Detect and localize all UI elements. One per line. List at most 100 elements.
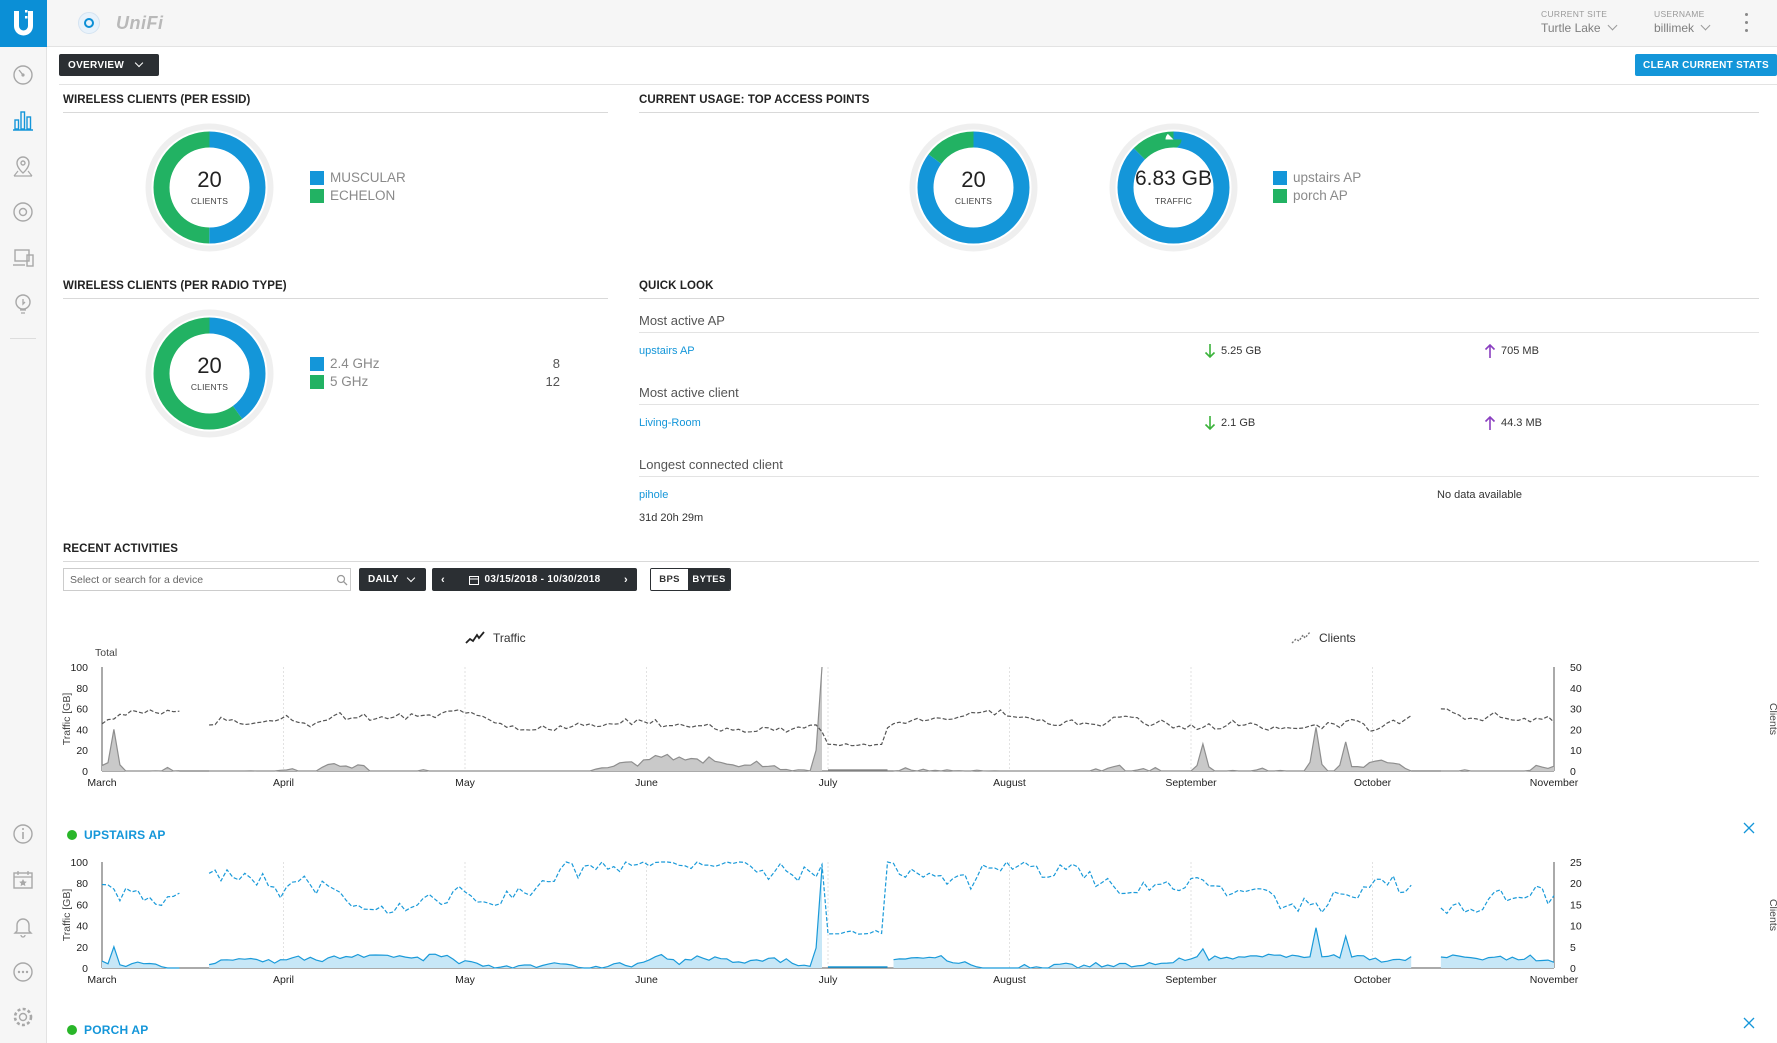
traffic-series-line[interactable] [208, 867, 823, 969]
y2-tick-label: 25 [1570, 857, 1582, 869]
essid-donut-caption: CLIENTS [190, 196, 229, 206]
y2-tick-label: 50 [1570, 662, 1582, 674]
ap-traffic-donut-slice-1[interactable] [1117, 131, 1230, 244]
upstairs-ap-title[interactable]: UPSTAIRS AP [67, 828, 166, 842]
download-value: 2.1 GB [1221, 417, 1256, 429]
overview-dropdown[interactable]: OVERVIEW [59, 54, 159, 76]
current-site-selector[interactable]: Turtle Lake [1541, 20, 1618, 35]
ap-clients-donut-slice-1[interactable] [917, 131, 1030, 244]
y2-tick-label: 0 [1570, 963, 1576, 975]
most-active-client-link[interactable]: Living-Room [639, 417, 701, 429]
chevron-down-icon [1700, 20, 1711, 31]
close-upstairs-icon[interactable] [1743, 822, 1755, 834]
legend-label: upstairs AP [1293, 170, 1362, 185]
top-bar [47, 0, 1777, 47]
unit-bytes-button[interactable]: BYTES [688, 569, 730, 590]
clear-current-stats-button[interactable]: CLEAR CURRENT STATS [1635, 54, 1777, 76]
settings-icon[interactable] [9, 1003, 37, 1031]
most-active-ap-link[interactable]: upstairs AP [639, 345, 695, 357]
chat-icon[interactable] [9, 958, 37, 986]
unit-bps-button[interactable]: BPS [651, 569, 688, 590]
legend-swatch [310, 170, 324, 185]
traffic-series-line[interactable] [893, 927, 1412, 969]
current-site-caption: CURRENT SITE [1541, 9, 1608, 19]
date-next-icon[interactable]: › [624, 573, 628, 586]
traffic-area [102, 729, 180, 771]
search-icon[interactable] [336, 574, 348, 586]
download-arrow-icon [1204, 416, 1216, 431]
essid-donut-slice-1[interactable] [153, 131, 266, 244]
info-icon[interactable] [9, 820, 37, 848]
radio-donut: 20 CLIENTS [139, 303, 280, 444]
events-icon[interactable] [9, 866, 37, 894]
device-search-input[interactable] [63, 568, 351, 591]
clients-legend[interactable]: Clients [1291, 631, 1356, 645]
clients-series-line[interactable] [1440, 708, 1555, 723]
clients-series-line[interactable] [209, 709, 1412, 747]
username-value: billimek [1654, 21, 1695, 35]
top-aps-traffic-donut: 6.83 GB TRAFFIC [1103, 117, 1244, 258]
x-tick-label: March [87, 777, 116, 789]
clients-series-line[interactable] [101, 883, 180, 907]
ubiquiti-logo[interactable] [0, 0, 47, 47]
radio-donut-slice-1[interactable] [153, 317, 266, 430]
date-range-display[interactable]: 03/15/2018 - 10/30/2018 [468, 574, 601, 585]
unifi-logo-icon [78, 12, 100, 34]
top-aps-title: CURRENT USAGE: TOP ACCESS POINTS [639, 94, 870, 106]
traffic-series-line[interactable] [1440, 764, 1555, 772]
traffic-series-line[interactable] [101, 944, 180, 969]
map-icon[interactable] [9, 152, 37, 180]
y-tick-label: 60 [76, 899, 88, 911]
upstairs-ap-label: UPSTAIRS AP [84, 828, 166, 842]
y-tick-label: 20 [76, 942, 88, 954]
y2-axis-title: Clients [1767, 703, 1777, 735]
legend-swatch [310, 356, 324, 371]
username-caption: USERNAME [1654, 9, 1705, 19]
insights-icon[interactable] [9, 290, 37, 318]
chevron-down-icon [1607, 20, 1618, 31]
statistics-icon[interactable] [9, 106, 37, 134]
total-traffic-chart: Total Traffic [GB] Clients 0 20 40 60 80 100 0 10 2… [61, 648, 1777, 789]
x-tick-label: April [273, 974, 294, 986]
clients-series-line[interactable] [1440, 885, 1555, 915]
clients-icon[interactable] [9, 244, 37, 272]
porch-ap-title[interactable]: PORCH AP [67, 1023, 149, 1037]
user-menu[interactable]: billimek [1654, 20, 1711, 35]
date-range-picker[interactable]: ‹ 03/15/2018 - 10/30/2018 › [432, 568, 637, 591]
more-menu-icon[interactable] [1743, 13, 1749, 35]
y2-tick-label: 10 [1570, 921, 1582, 933]
traffic-series-line[interactable] [893, 727, 1412, 772]
clients-series-line[interactable] [208, 861, 1412, 935]
clients-legend-label: Clients [1319, 631, 1356, 645]
alerts-icon[interactable] [9, 912, 37, 940]
upload-value: 705 MB [1501, 345, 1539, 357]
upstairs-ap-chart: Traffic [GB] Clients 0 20 40 60 80 100 0 5 10 15 20 2… [61, 857, 1777, 986]
most-active-client-download: 2.1 GB [1204, 415, 1255, 431]
dashboard-icon[interactable] [9, 61, 37, 89]
devices-icon[interactable] [9, 198, 37, 226]
traffic-series-line[interactable] [101, 729, 180, 772]
y-tick-label: 80 [76, 683, 88, 695]
row-divider [639, 404, 1759, 405]
traffic-legend[interactable]: Traffic [465, 631, 526, 645]
period-dropdown[interactable]: DAILY [359, 568, 426, 591]
y-tick-label: 20 [76, 745, 88, 757]
y2-axis-title: Clients [1767, 899, 1777, 931]
longest-client-link[interactable]: pihole [639, 489, 669, 501]
most-active-client-upload: 44.3 MB [1484, 415, 1542, 431]
close-porch-icon[interactable] [1743, 1017, 1755, 1029]
radio-donut-caption: CLIENTS [190, 382, 229, 392]
period-label: DAILY [368, 574, 399, 585]
traffic-series-line[interactable] [1440, 954, 1555, 963]
top-aps-clients-chart [909, 123, 1038, 252]
download-value: 5.25 GB [1221, 345, 1262, 357]
clients-series-line[interactable] [101, 709, 180, 725]
traffic-series-line[interactable] [209, 666, 823, 772]
radio-donut-chart [145, 309, 274, 438]
y-axis-title: Traffic [GB] [61, 889, 73, 942]
status-dot [67, 830, 77, 840]
status-dot [67, 1025, 77, 1035]
date-prev-icon[interactable]: ‹ [441, 573, 445, 586]
longest-client-duration: 31d 20h 29m [639, 512, 704, 524]
x-tick-label: October [1354, 777, 1392, 789]
